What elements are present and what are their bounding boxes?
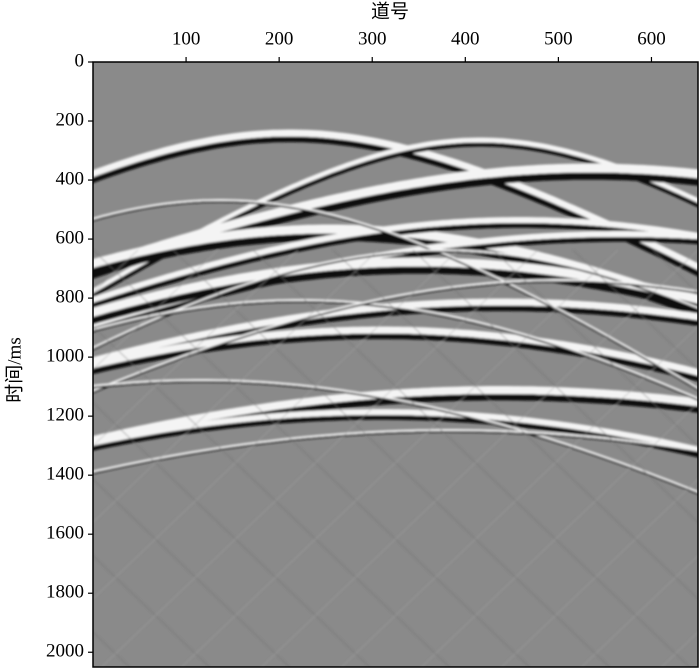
noise <box>93 478 291 667</box>
y-tick-label: 0 <box>75 50 85 71</box>
event-trough <box>93 257 698 318</box>
noise <box>93 249 299 447</box>
event-trough <box>93 199 698 390</box>
event-trough <box>93 379 698 493</box>
noise <box>93 249 459 600</box>
noise <box>93 249 531 667</box>
noise <box>0 250 58 670</box>
y-tick-label: 1000 <box>46 345 84 366</box>
noise <box>100 249 539 667</box>
noise <box>412 249 698 524</box>
noise <box>93 249 379 524</box>
x-tick-label: 200 <box>265 28 294 49</box>
noise <box>500 478 698 667</box>
y-tick-label: 200 <box>56 109 85 130</box>
x-tick-label: 100 <box>172 28 201 49</box>
y-tick-label: 2000 <box>46 641 84 662</box>
event-trough <box>93 249 698 349</box>
x-tick-label: 600 <box>637 28 666 49</box>
plot-frame <box>92 61 699 668</box>
x-tick-label: 300 <box>358 28 387 49</box>
event-trough <box>93 409 698 453</box>
y-tick-label: 400 <box>56 168 85 189</box>
x-axis-label: 道号 <box>371 0 409 22</box>
y-tick-label: 800 <box>56 286 85 307</box>
y-tick-label: 600 <box>56 227 85 248</box>
event-trough <box>93 326 698 377</box>
noise <box>420 402 698 667</box>
event-peak <box>93 381 698 495</box>
event-trough <box>93 217 698 304</box>
seismic-image <box>0 129 698 670</box>
noise <box>93 555 211 667</box>
y-tick-label: 1600 <box>46 523 84 544</box>
noise <box>180 249 619 667</box>
noise <box>260 249 698 667</box>
event-trough <box>93 163 698 272</box>
noise <box>252 249 691 667</box>
event-peak <box>93 301 698 402</box>
event-trough <box>93 429 698 473</box>
event-peak <box>93 201 698 391</box>
event-peak <box>93 431 698 475</box>
noise <box>0 250 63 670</box>
x-tick-label: 500 <box>544 28 573 49</box>
y-tick-label: 1200 <box>46 405 84 426</box>
x-tick-label: 400 <box>451 28 480 49</box>
noise <box>332 249 698 600</box>
noise <box>172 249 611 667</box>
event-peak <box>93 281 698 394</box>
noise <box>93 249 219 371</box>
y-axis-label: 时间/ms <box>3 337 25 402</box>
noise <box>572 249 698 371</box>
event-peak <box>93 333 698 382</box>
noise <box>492 249 698 447</box>
noise <box>93 402 371 667</box>
noise <box>340 325 698 667</box>
event-peak <box>93 415 698 458</box>
event-trough <box>93 299 698 400</box>
event-peak <box>93 266 698 325</box>
y-tick-label: 1800 <box>46 582 84 603</box>
noise <box>580 555 698 667</box>
y-tick-label: 1400 <box>46 464 84 485</box>
noise <box>93 325 451 667</box>
